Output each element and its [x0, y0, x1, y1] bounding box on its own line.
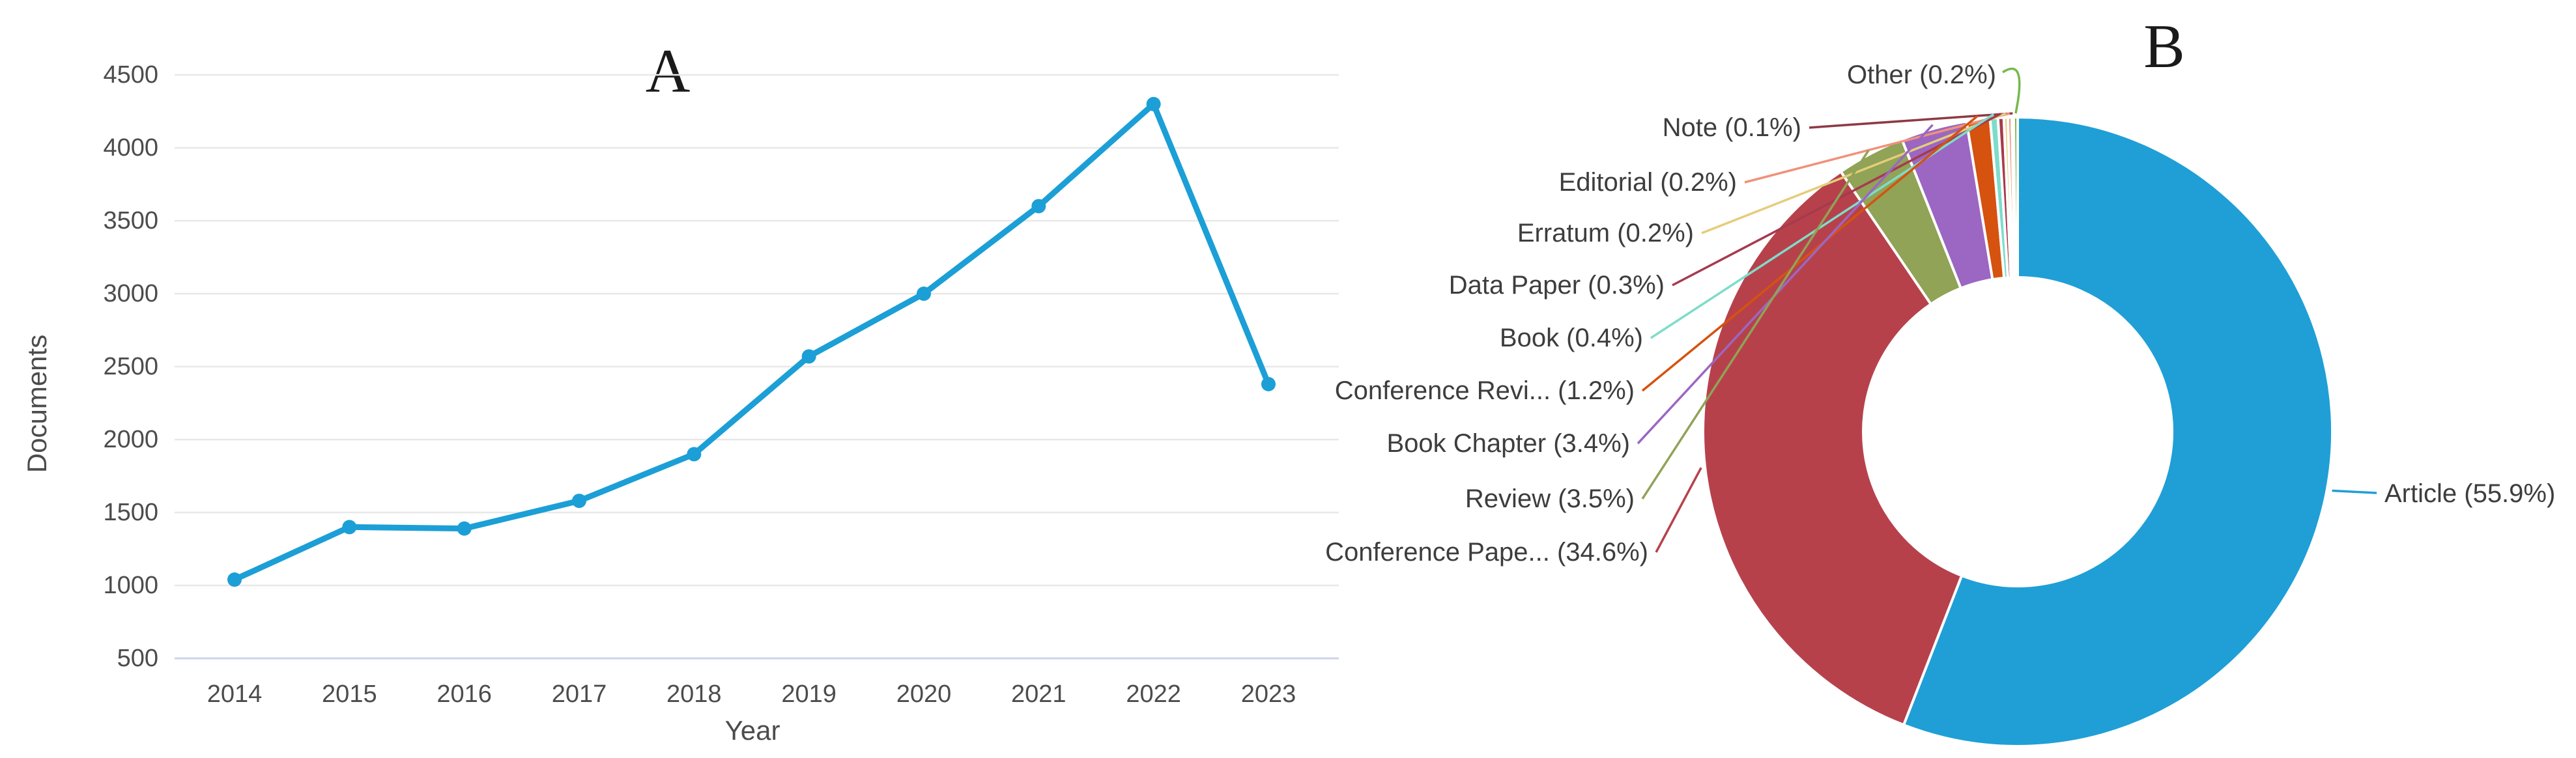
- y-tick-label: 3500: [103, 207, 158, 234]
- x-tick-label: 2021: [1011, 681, 1066, 708]
- pie-slice-label: Conference Revi... (1.2%): [1335, 376, 1635, 405]
- data-point: [1031, 199, 1046, 214]
- y-tick-label: 2500: [103, 353, 158, 380]
- data-point: [571, 494, 586, 509]
- y-tick-label: 500: [117, 645, 158, 672]
- data-point: [687, 447, 702, 462]
- leader-line: [1641, 149, 1870, 499]
- pie-slice-label: Editorial (0.2%): [1559, 168, 1737, 197]
- x-tick-label: 2023: [1241, 681, 1296, 708]
- pie-slice-label: Other (0.2%): [1847, 61, 1996, 89]
- y-tick-label: 4500: [103, 61, 158, 89]
- pie-slice-label: Book Chapter (3.4%): [1386, 429, 1630, 458]
- x-tick-label: 2020: [896, 681, 952, 708]
- data-point: [342, 520, 357, 535]
- panel-a-title: A: [645, 36, 691, 105]
- leader-line: [1637, 124, 1934, 445]
- data-point: [227, 572, 242, 587]
- leader-line: [1809, 112, 2013, 129]
- y-tick-label: 4000: [103, 134, 158, 161]
- documents-line: [231, 101, 1272, 583]
- panel-b-title: B: [2143, 12, 2185, 81]
- y-tick-label: 3000: [103, 280, 158, 307]
- x-tick-label: 2015: [322, 681, 377, 708]
- leader-line: [2332, 489, 2377, 494]
- pie-slice-other: [2012, 115, 2019, 279]
- pie-slice-label: Erratum (0.2%): [1517, 219, 1694, 247]
- x-tick-label: 2017: [552, 681, 607, 708]
- leader-line: [2002, 67, 2021, 114]
- pie-slice-article: [1902, 116, 2334, 748]
- y-tick-label: 2000: [103, 426, 158, 453]
- pie-slice-label: Conference Pape... (34.6%): [1325, 538, 1648, 567]
- pie-slice-label: Review (3.5%): [1465, 484, 1635, 513]
- pie-slice-label: Data Paper (0.3%): [1449, 271, 1665, 300]
- x-tick-label: 2014: [207, 681, 263, 708]
- data-point: [457, 521, 472, 536]
- pie-slice-label: Book (0.4%): [1500, 324, 1643, 352]
- x-tick-label: 2016: [436, 681, 492, 708]
- x-tick-label: 2018: [666, 681, 722, 708]
- leader-line: [1641, 115, 1979, 392]
- y-tick-label: 1000: [103, 572, 158, 599]
- pie-slice-label: Article (55.9%): [2384, 479, 2555, 508]
- pie-slice-conference-paper: [1701, 170, 1964, 727]
- x-tick-label: 2022: [1126, 681, 1181, 708]
- data-point: [1146, 96, 1161, 111]
- x-tick-label: 2019: [781, 681, 837, 708]
- x-axis-label: Year: [724, 715, 780, 746]
- leader-line: [1650, 113, 1995, 339]
- data-point: [801, 349, 816, 364]
- data-point: [1261, 376, 1276, 391]
- pie-slice-label: Note (0.1%): [1663, 113, 1801, 142]
- y-tick-label: 1500: [103, 499, 158, 526]
- leader-line: [1655, 467, 1702, 553]
- data-point: [916, 287, 931, 301]
